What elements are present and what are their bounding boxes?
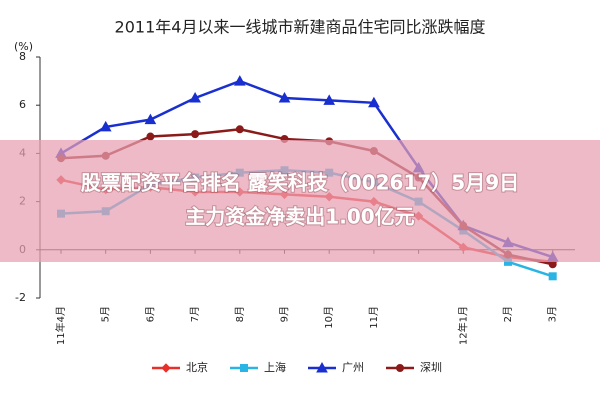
x-tick-label: 9月 [279, 306, 291, 322]
x-tick-label: 8月 [234, 306, 246, 322]
point [323, 94, 336, 105]
point [189, 91, 201, 103]
point [368, 96, 380, 108]
y-tick-label: 8 [19, 50, 26, 63]
x-tick-label: 5月 [100, 306, 112, 322]
y-tick-label: -2 [15, 291, 26, 304]
point [191, 130, 200, 139]
x-tick-label: 10月 [323, 306, 335, 329]
legend-label: 广州 [342, 361, 364, 374]
x-tick-label: 3月 [547, 306, 559, 322]
x-tick-label: 11年4月 [54, 306, 67, 345]
overlay-text: 主力资金净卖出1.00亿元 [185, 205, 414, 229]
point [278, 91, 291, 103]
x-tick-label: 7月 [189, 306, 201, 322]
point [240, 364, 248, 372]
point [316, 361, 328, 373]
chart-title: 2011年4月以来一线城市新建商品住宅同比涨跌幅度 [115, 18, 486, 37]
point [396, 364, 404, 372]
point [233, 75, 246, 86]
x-tick-label: 12年1月 [456, 306, 469, 345]
point [144, 113, 157, 125]
point [548, 272, 557, 281]
x-tick-label: 6月 [144, 306, 156, 322]
legend-label: 北京 [186, 360, 208, 374]
point [235, 125, 244, 134]
point [99, 120, 112, 132]
point [146, 132, 155, 141]
x-tick-label: 11月 [368, 306, 380, 329]
x-tick-label: 2月 [502, 306, 514, 322]
y-tick-label: 6 [19, 98, 26, 111]
y-axis-label: (%) [14, 40, 33, 53]
legend-label: 深圳 [420, 361, 442, 374]
overlay-text: 股票配资平台排名 露笑科技（002617）5月9日 [81, 171, 519, 195]
legend-label: 上海 [264, 360, 286, 374]
point [161, 363, 171, 373]
overlay-band [0, 140, 600, 262]
